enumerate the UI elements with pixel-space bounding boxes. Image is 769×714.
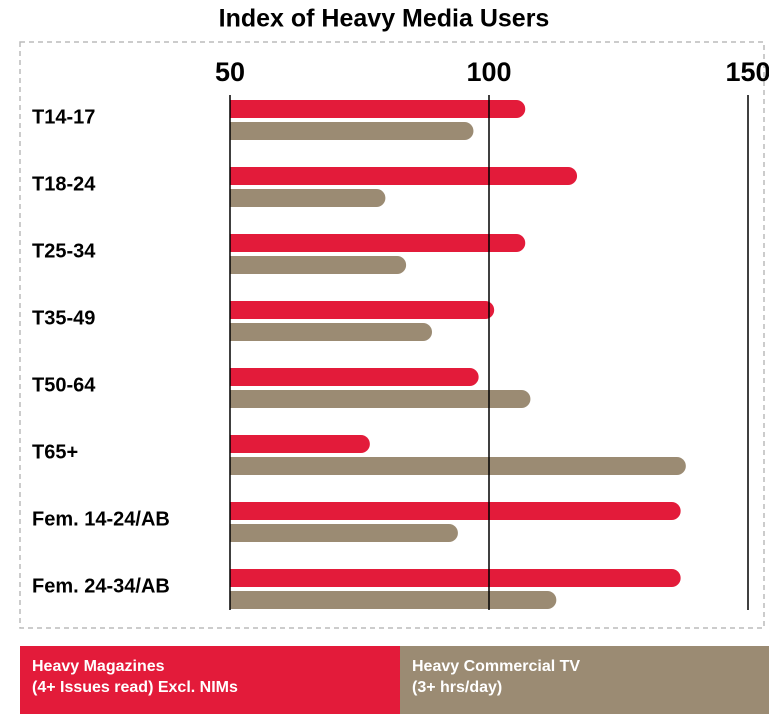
y-tick-label: T35-49 bbox=[32, 307, 95, 329]
bar bbox=[230, 591, 557, 609]
bar bbox=[230, 167, 578, 185]
legend-item: Heavy Magazines (4+ Issues read) Excl. N… bbox=[20, 646, 400, 714]
y-tick-label: T25-34 bbox=[32, 240, 96, 262]
y-tick-label: T65+ bbox=[32, 441, 78, 463]
y-tick-label: T50-64 bbox=[32, 374, 96, 396]
legend-item: Heavy Commercial TV (3+ hrs/day) bbox=[400, 646, 769, 714]
bar bbox=[230, 256, 407, 274]
x-tick-label: 100 bbox=[466, 57, 511, 87]
frame bbox=[19, 41, 765, 629]
bar bbox=[230, 435, 370, 453]
x-tick-label: 50 bbox=[215, 57, 245, 87]
y-tick-label: T18-24 bbox=[32, 173, 96, 195]
bar bbox=[230, 502, 681, 520]
bar bbox=[230, 234, 526, 252]
chart: Index of Heavy Media Users T14-17 T18-24 T… bbox=[19, 5, 769, 629]
bar bbox=[230, 569, 681, 587]
chart-title: Index of Heavy Media Users bbox=[219, 5, 550, 33]
bar bbox=[230, 457, 686, 475]
bar bbox=[230, 122, 474, 140]
bar bbox=[230, 100, 526, 119]
y-tick-label: T14-17 bbox=[32, 106, 95, 128]
bar bbox=[230, 323, 433, 341]
x-tick-label: 150 bbox=[725, 57, 769, 87]
bar bbox=[230, 301, 495, 319]
bar bbox=[230, 390, 531, 408]
y-tick-label: Fem. 24-34/AB bbox=[32, 575, 170, 597]
bar bbox=[230, 524, 458, 542]
bar bbox=[230, 189, 386, 207]
y-tick-label: Fem. 14-24/AB bbox=[32, 508, 170, 530]
bar bbox=[230, 368, 479, 386]
